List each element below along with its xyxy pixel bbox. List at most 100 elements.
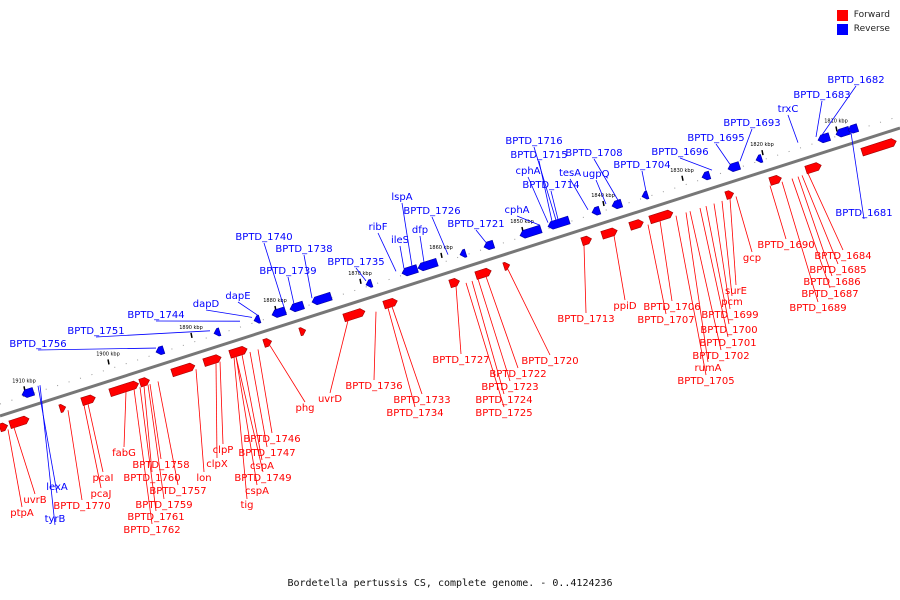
tick-label: 1880 kbp: [263, 298, 287, 304]
gene-label: BPTD_1716: [505, 136, 562, 147]
gene-label: BPTD_1714: [522, 180, 579, 191]
leader-line: [647, 224, 667, 315]
gene-label: BPTD_1724: [475, 395, 532, 406]
gene-label: phg: [295, 403, 314, 414]
forward-gene-block-shape: [648, 209, 674, 225]
gene-label: ribF: [369, 222, 388, 233]
reverse-gene-block-shape: [483, 239, 496, 251]
gene-label: pcaJ: [91, 489, 112, 500]
tick-mark: [190, 332, 193, 339]
reverse-gene-block: [591, 205, 602, 216]
leader-line: [149, 383, 162, 460]
leader-line: [241, 354, 263, 461]
gene-label: pcm: [721, 297, 743, 308]
leader-line: [249, 351, 268, 448]
gene-label: clpP: [213, 445, 234, 456]
reverse-gene-block-shape: [547, 215, 571, 230]
forward-gene-block: [8, 415, 30, 429]
reverse-gene-block: [835, 126, 851, 138]
reverse-gene-block: [611, 198, 624, 210]
leader-line: [387, 307, 416, 408]
leader-line: [583, 245, 587, 314]
forward-gene-block-shape: [108, 380, 139, 397]
forward-gene-block: [228, 345, 248, 359]
forward-gene-block-shape: [342, 308, 366, 323]
forward-gene-block-shape: [600, 227, 618, 240]
leader-line: [219, 361, 224, 445]
forward-gene-block-shape: [580, 235, 592, 246]
forward-gene-block-shape: [202, 354, 222, 367]
legend-reverse: Reverse: [836, 22, 890, 36]
reverse-gene-block-shape: [727, 161, 742, 172]
forward-gene-block-shape: [8, 415, 30, 429]
leader-line: [133, 389, 153, 525]
tick-mark: [835, 126, 838, 132]
gene-label: BPTD_1686: [803, 277, 860, 288]
tick-label: 1860 kbp: [429, 245, 453, 251]
forward-gene-block: [80, 394, 96, 406]
leader-line: [715, 143, 731, 165]
reverse-gene-block: [701, 170, 712, 181]
gene-label: BPTD_1722: [489, 369, 546, 380]
tick-mark: [761, 150, 764, 156]
forward-gene-block: [768, 175, 782, 186]
forward-gene-block-shape: [502, 261, 511, 271]
forward-gene-block: [648, 209, 674, 225]
reverse-swatch: [836, 23, 848, 35]
leader-line: [679, 157, 713, 171]
gene-label: BPTD_1738: [275, 244, 332, 255]
leader-line: [815, 100, 823, 137]
leader-line: [215, 362, 218, 459]
gene-label: trxC: [778, 104, 799, 115]
leader-line: [527, 176, 549, 223]
leader-line: [37, 347, 157, 351]
leader-line: [143, 385, 153, 473]
leader-line: [13, 427, 36, 495]
gene-label: BPTD_1687: [801, 289, 858, 300]
forward-gene-block: [600, 227, 618, 240]
gene-label: BPTD_1723: [481, 382, 538, 393]
leader-line: [689, 211, 722, 351]
leader-line: [147, 384, 165, 500]
reverse-gene-block: [271, 306, 287, 318]
leader-line: [507, 269, 551, 356]
leader-line: [550, 190, 559, 220]
gene-label: BPTD_1704: [613, 160, 670, 171]
gene-label: tesA: [559, 168, 581, 179]
reverse-gene-block: [817, 132, 832, 144]
gene-label: fabG: [112, 448, 136, 459]
gene-label: BPTD_1727: [432, 355, 489, 366]
forward-gene-block: [342, 308, 366, 323]
gene-label: BPTD_1725: [475, 408, 532, 419]
gene-label: lspA: [391, 192, 412, 203]
reverse-gene-block: [253, 314, 262, 324]
reverse-gene-block: [727, 161, 742, 172]
forward-gene-block: [108, 380, 139, 397]
reverse-gene-block: [519, 224, 543, 239]
reverse-gene-block-shape: [213, 327, 222, 337]
gene-label: BPTD_1681: [835, 208, 892, 219]
reverse-gene-block-shape: [155, 345, 166, 355]
leader-line: [373, 311, 377, 381]
leader-line: [713, 203, 731, 310]
forward-gene-block-shape: [474, 267, 492, 280]
leader-line: [659, 220, 673, 302]
gene-label: BPTD_1751: [67, 326, 124, 337]
gene-label: BPTD_1684: [814, 251, 871, 262]
reverse-gene-block: [547, 215, 571, 230]
forward-gene-block: [0, 422, 9, 433]
leader-line: [95, 330, 211, 338]
leader-line: [263, 242, 285, 308]
tick-mark: [359, 278, 362, 284]
leader-line: [401, 202, 413, 267]
leader-line: [705, 206, 730, 325]
gene-label: BPTD_1739: [259, 266, 316, 277]
gene-label: BPTD_1693: [723, 118, 780, 129]
reverse-gene-block: [289, 300, 305, 313]
reverse-gene-block-shape: [755, 154, 764, 163]
reverse-gene-block: [365, 278, 374, 288]
leader-line: [791, 178, 831, 289]
reverse-gene-block-shape: [835, 126, 851, 138]
forward-gene-block-shape: [628, 219, 644, 231]
forward-gene-block: [502, 261, 511, 271]
